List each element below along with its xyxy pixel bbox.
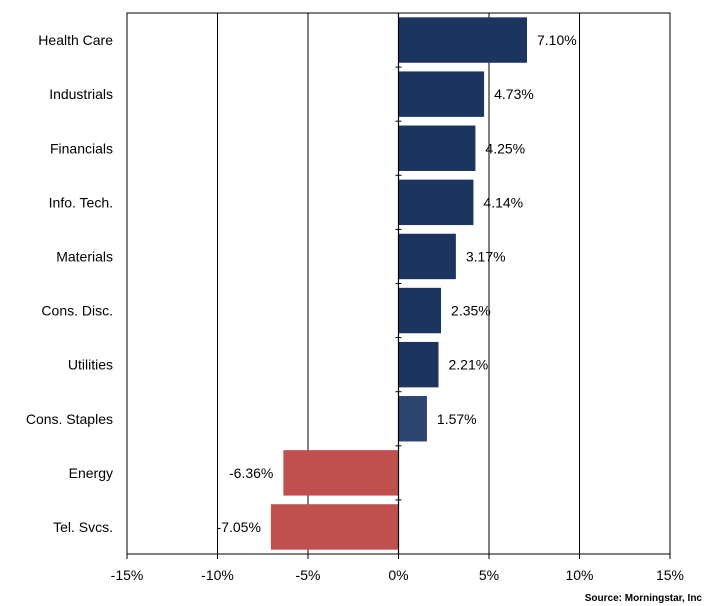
x-tick-label: 0%	[388, 567, 408, 583]
category-label: Utilities	[68, 357, 113, 373]
x-tick-label: 5%	[479, 567, 499, 583]
bar	[398, 341, 439, 388]
bar-value-label: 7.10%	[537, 32, 577, 48]
bar-value-label: -7.05%	[217, 519, 261, 535]
bar	[398, 179, 474, 226]
x-tick-label: 10%	[565, 567, 593, 583]
category-label: Info. Tech.	[49, 194, 113, 210]
x-tick-label: -15%	[111, 567, 144, 583]
sector-bar-chart: Health Care Industrials Financials Info. Te…	[26, 12, 684, 583]
bar	[283, 450, 399, 496]
bar-value-label: 3.17%	[466, 248, 506, 264]
bar	[398, 125, 476, 171]
bar-value-label: 4.73%	[494, 86, 534, 102]
category-label: Energy	[69, 465, 113, 481]
bar-value-label: 4.14%	[483, 194, 523, 210]
category-label: Cons. Disc.	[41, 303, 113, 319]
category-labels: Health Care Industrials Financials Info. Te…	[26, 32, 113, 535]
bar-value-label: 2.35%	[451, 303, 491, 319]
bar-value-label: 2.21%	[449, 357, 489, 373]
bar	[270, 504, 399, 550]
category-label: Materials	[56, 248, 113, 264]
category-label: Cons. Staples	[26, 411, 113, 427]
bar-value-label: -6.36%	[229, 465, 273, 481]
bar-value-label: 1.57%	[437, 411, 477, 427]
bar	[398, 233, 456, 280]
x-tick-label: 15%	[656, 567, 684, 583]
bar	[398, 287, 442, 334]
category-label: Industrials	[49, 86, 113, 102]
zero-axis	[395, 13, 402, 554]
category-label: Tel. Svcs.	[53, 519, 113, 535]
category-label: Health Care	[38, 32, 113, 48]
x-tick-label: -10%	[201, 567, 234, 583]
source-note: Source: Morningstar, Inc	[584, 593, 702, 604]
x-tick-label: -5%	[296, 567, 321, 583]
category-label: Financials	[50, 140, 113, 156]
bar	[398, 71, 485, 117]
x-tick-labels: -15% -10% -5% 0% 5% 10% 15%	[111, 567, 684, 583]
bar	[398, 396, 427, 442]
bars	[270, 17, 528, 550]
value-labels: 7.10% 4.73% 4.25% 4.14% 3.17% 2.35% 2.21% 1.57%…	[217, 32, 577, 535]
bar	[398, 17, 528, 63]
bar-value-label: 4.25%	[485, 140, 525, 156]
